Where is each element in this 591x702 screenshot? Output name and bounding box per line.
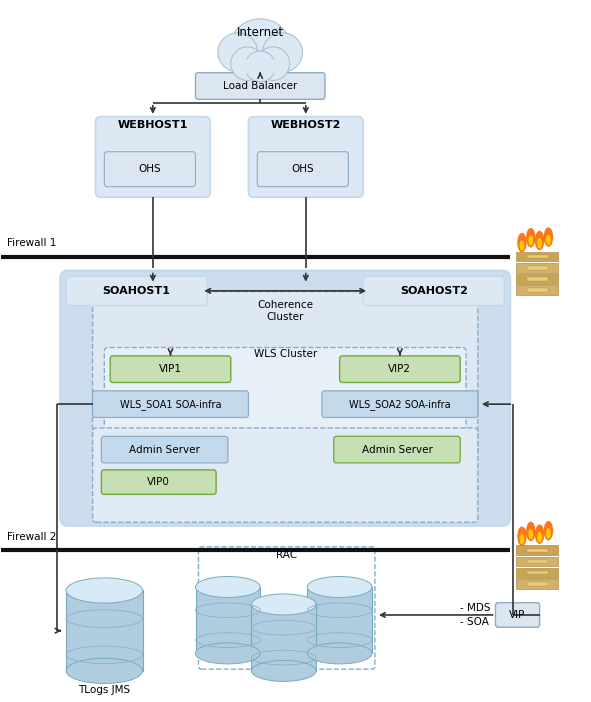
Ellipse shape [239,58,281,76]
Text: WEBHOST2: WEBHOST2 [271,120,341,130]
Bar [527,255,548,258]
Text: Admin Server: Admin Server [362,444,433,455]
Text: SOAHOST2: SOAHOST2 [400,286,467,296]
Text: WLS_SOA1 SOA-infra: WLS_SOA1 SOA-infra [120,399,221,409]
FancyBboxPatch shape [93,391,248,418]
Ellipse shape [196,643,260,664]
Text: - SOA: - SOA [460,617,489,628]
Bar [516,252,558,262]
Bar [196,587,260,654]
Ellipse shape [546,234,551,245]
FancyBboxPatch shape [340,356,460,383]
Text: Firewall 2: Firewall 2 [7,532,57,542]
Bar [516,545,558,555]
Ellipse shape [546,528,551,538]
Text: WEBHOST1: WEBHOST1 [118,120,188,130]
FancyBboxPatch shape [60,270,510,526]
Text: Firewall 1: Firewall 1 [7,238,57,249]
Bar [307,587,372,654]
FancyBboxPatch shape [96,117,210,197]
Ellipse shape [537,531,542,542]
Ellipse shape [251,661,316,682]
FancyBboxPatch shape [257,152,349,187]
Ellipse shape [528,235,533,246]
FancyBboxPatch shape [93,291,478,456]
Ellipse shape [528,529,533,539]
Text: - MDS: - MDS [460,603,491,614]
Bar [251,604,316,671]
Bar [527,548,548,552]
FancyBboxPatch shape [102,470,216,494]
Ellipse shape [526,522,535,541]
FancyBboxPatch shape [334,437,460,463]
Bar [527,582,548,585]
Ellipse shape [231,19,290,72]
Text: SOAHOST1: SOAHOST1 [103,286,171,296]
Bar [527,571,548,574]
Ellipse shape [231,47,264,81]
Text: VIP0: VIP0 [147,477,170,487]
Text: WLS Cluster: WLS Cluster [254,350,317,359]
Ellipse shape [251,594,316,615]
Bar [527,289,548,292]
Ellipse shape [307,643,372,664]
Ellipse shape [218,33,258,72]
Ellipse shape [256,47,290,81]
Bar [516,274,558,284]
Text: VIP1: VIP1 [159,364,182,374]
FancyBboxPatch shape [110,356,231,383]
Ellipse shape [526,228,535,248]
FancyBboxPatch shape [93,428,478,522]
Text: VIP: VIP [509,610,526,620]
FancyBboxPatch shape [199,547,375,669]
Text: RAC: RAC [276,550,297,560]
Text: OHS: OHS [139,164,161,174]
Ellipse shape [66,578,142,603]
Bar [516,285,558,295]
Ellipse shape [262,33,303,72]
Ellipse shape [535,231,544,251]
Bar [516,263,558,272]
FancyBboxPatch shape [495,603,540,627]
Ellipse shape [517,526,527,546]
FancyBboxPatch shape [66,276,207,305]
FancyBboxPatch shape [105,152,196,187]
Ellipse shape [66,658,142,684]
Text: TLogs JMS: TLogs JMS [78,685,131,695]
Text: WLS_SOA2 SOA-infra: WLS_SOA2 SOA-infra [349,399,451,409]
Bar [527,559,548,563]
Ellipse shape [245,51,275,82]
Bar [527,277,548,281]
Text: Coherence
Cluster: Coherence Cluster [257,300,313,322]
Ellipse shape [537,238,542,249]
Ellipse shape [535,524,544,544]
Bar [66,590,142,671]
Text: VIP2: VIP2 [388,364,411,374]
Text: OHS: OHS [291,164,314,174]
FancyBboxPatch shape [248,117,363,197]
Ellipse shape [517,233,527,253]
Bar [527,266,548,270]
Text: Admin Server: Admin Server [129,444,200,455]
Bar [516,579,558,589]
Bar [516,557,558,567]
Ellipse shape [307,576,372,597]
FancyBboxPatch shape [102,437,228,463]
FancyBboxPatch shape [322,391,478,418]
FancyBboxPatch shape [196,73,325,99]
Ellipse shape [519,534,524,544]
FancyBboxPatch shape [105,347,466,487]
Text: Internet: Internet [236,27,284,39]
Ellipse shape [544,521,553,541]
Ellipse shape [196,576,260,597]
FancyBboxPatch shape [363,276,504,305]
Bar [516,568,558,578]
Ellipse shape [519,240,524,251]
Ellipse shape [544,227,553,247]
Text: Load Balancer: Load Balancer [223,81,297,91]
